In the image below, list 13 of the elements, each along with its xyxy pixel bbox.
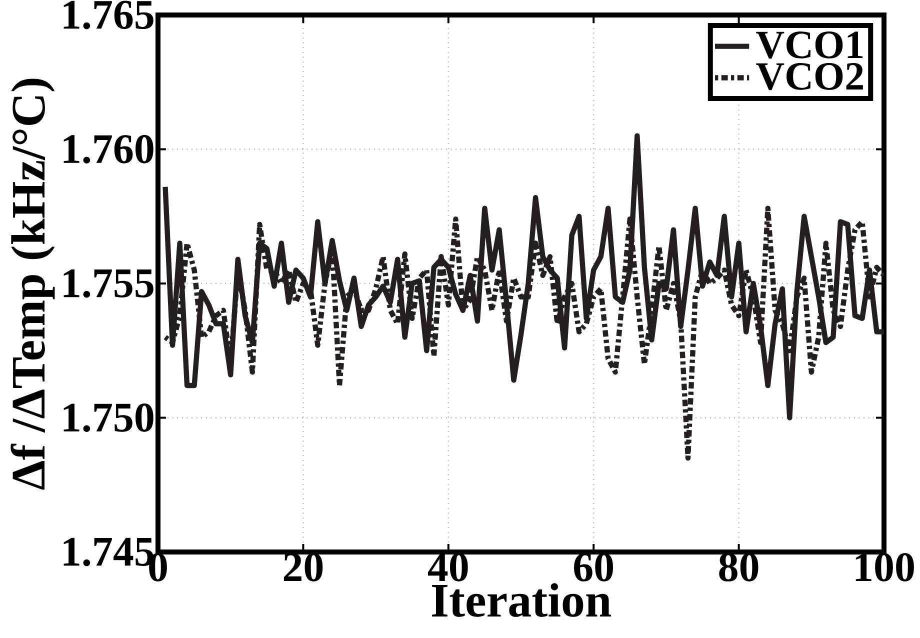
y-tick-label: 1.760: [64, 135, 154, 164]
x-axis-title: Iteration: [432, 583, 611, 617]
x-tick-label: 40: [428, 553, 468, 582]
y-axis-title: Δf /ΔTemp (kHz/°C): [10, 78, 55, 490]
x-tick-label: 60: [574, 553, 614, 582]
x-tick-label: 100: [856, 553, 914, 582]
y-tick-label: 1.765: [64, 0, 154, 30]
x-tick-label: 20: [284, 553, 323, 582]
y-tick-label: 1.755: [64, 269, 154, 298]
y-tick-label: 1.750: [64, 404, 154, 432]
legend-label: VCO1: [756, 32, 863, 59]
legend-label: VCO2: [756, 63, 863, 90]
x-tick-label: 80: [719, 553, 758, 582]
